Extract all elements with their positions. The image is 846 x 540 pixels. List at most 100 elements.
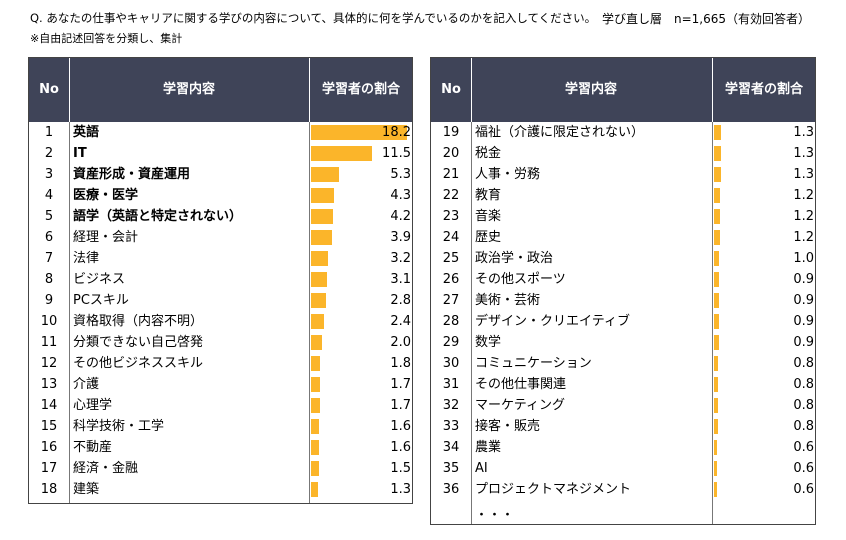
- row-number: 19: [442, 125, 460, 140]
- ratio-bar: [714, 293, 719, 308]
- header-content: 学習内容: [162, 82, 215, 97]
- ratio-bar: [311, 272, 328, 287]
- ratio-value: 1.3: [390, 482, 411, 497]
- row-label: 音楽: [475, 209, 502, 224]
- ratio-value: 3.1: [390, 272, 411, 287]
- row-number: 27: [442, 293, 460, 308]
- table-row: 7 法律 3.2: [29, 248, 412, 269]
- ratio-value: 1.7: [390, 377, 411, 392]
- ellipsis: ・・・: [475, 508, 515, 523]
- table-row: 3 資産形成・資産運用 5.3: [29, 164, 412, 185]
- header-content: 学習内容: [564, 82, 617, 97]
- table-row: 18 建築 1.3: [29, 479, 412, 500]
- ratio-bar: [714, 440, 718, 455]
- table-row: 5 語学（英語と特定されない） 4.2: [29, 206, 412, 227]
- ratio-bar: [311, 251, 328, 266]
- row-label: 人事・労務: [475, 167, 541, 182]
- ratio-value: 0.9: [793, 293, 814, 308]
- row-number: 7: [44, 251, 54, 266]
- row-label: ビジネス: [73, 272, 126, 287]
- sample-info: 学び直し層 n=1,665（有効回答者）: [601, 12, 810, 26]
- row-label: 法律: [73, 251, 100, 266]
- row-label: 建築: [73, 482, 100, 497]
- table-body: ・・・ 19 福祉（介護に限定されない） 1.3 20 税金 1.3 21 人事・労務 1.3 2…: [431, 122, 815, 524]
- table-row: 32 マーケティング 0.8: [431, 395, 815, 416]
- row-number: 22: [442, 188, 460, 203]
- row-label: 農業: [475, 440, 502, 455]
- table-row: 8 ビジネス 3.1: [29, 269, 412, 290]
- row-label: プロジェクトマネジメント: [475, 482, 632, 497]
- ratio-bar: [311, 440, 320, 455]
- row-label: 分類できない自己啓発: [73, 335, 204, 350]
- ratio-bar: [714, 272, 719, 287]
- row-number: 33: [442, 419, 460, 434]
- ratio-bar: [714, 335, 719, 350]
- ratio-value: 4.3: [390, 188, 411, 203]
- row-label: 数学: [475, 335, 502, 350]
- ratio-value: 0.9: [793, 335, 814, 350]
- row-label: 政治学・政治: [475, 251, 554, 266]
- row-number: 36: [442, 482, 460, 497]
- row-number: 34: [442, 440, 460, 455]
- row-label: IT: [73, 146, 87, 161]
- ratio-bar: [714, 146, 721, 161]
- row-label: 医療・医学: [73, 188, 139, 203]
- question-text: Q. あなたの仕事やキャリアに関する学びの内容について、具体的に何を学んでいるの…: [30, 11, 597, 25]
- ratio-value: 0.8: [793, 356, 814, 371]
- row-number: 25: [442, 251, 460, 266]
- ratio-value: 1.8: [390, 356, 411, 371]
- table-row: 11 分類できない自己啓発 2.0: [29, 332, 412, 353]
- row-label: 不動産: [73, 440, 113, 455]
- ratio-value: 0.6: [793, 482, 814, 497]
- row-label: 税金: [475, 146, 502, 161]
- row-label: 美術・芸術: [475, 293, 541, 308]
- table-right: No 学習内容 学習者の割合 ・・・ 19 福祉（介護に限定されない） 1.3 20 税…: [430, 57, 816, 525]
- header-no: No: [39, 82, 59, 97]
- row-number: 18: [40, 482, 58, 497]
- ratio-value: 3.2: [390, 251, 411, 266]
- ratio-bar: [714, 188, 721, 203]
- table-row: 15 科学技術・工学 1.6: [29, 416, 412, 437]
- table-header: No 学習内容 学習者の割合: [431, 58, 815, 122]
- row-label: コミュニケーション: [475, 356, 592, 371]
- row-number: 20: [442, 146, 460, 161]
- ratio-value: 18.2: [382, 125, 411, 140]
- row-label: その他スポーツ: [475, 272, 566, 287]
- table-row: 23 音楽 1.2: [431, 206, 815, 227]
- header-ratio: 学習者の割合: [724, 82, 803, 97]
- row-label: AI: [475, 461, 488, 476]
- ratio-bar: [714, 251, 720, 266]
- row-number: 5: [44, 209, 54, 224]
- row-number: 6: [44, 230, 54, 245]
- row-number: 15: [40, 419, 58, 434]
- row-label: 経済・金融: [73, 461, 139, 476]
- ratio-value: 1.3: [793, 125, 814, 140]
- ratio-bar: [311, 167, 339, 182]
- row-label: 資格取得（内容不明）: [73, 314, 204, 329]
- row-number: 21: [442, 167, 460, 182]
- ratio-bar: [714, 356, 719, 371]
- row-label: その他ビジネススキル: [73, 356, 204, 371]
- ratio-value: 1.6: [390, 419, 411, 434]
- row-number: 30: [442, 356, 460, 371]
- ratio-value: 0.6: [793, 461, 814, 476]
- row-label: 歴史: [475, 230, 502, 245]
- row-number: 35: [442, 461, 460, 476]
- row-number: 9: [44, 293, 54, 308]
- row-label: 語学（英語と特定されない）: [73, 209, 243, 224]
- table-row: 34 農業 0.6: [431, 437, 815, 458]
- ratio-value: 1.2: [793, 230, 814, 245]
- table-row: 31 その他仕事関連 0.8: [431, 374, 815, 395]
- ratio-value: 1.5: [390, 461, 411, 476]
- ratio-bar: [311, 293, 326, 308]
- row-number: 24: [442, 230, 460, 245]
- ratio-bar: [311, 377, 320, 392]
- ratio-bar: [311, 461, 319, 476]
- row-label: マーケティング: [475, 398, 565, 413]
- ratio-value: 1.2: [793, 209, 814, 224]
- ratio-value: 4.2: [390, 209, 411, 224]
- ratio-value: 1.7: [390, 398, 411, 413]
- table-left: No 学習内容 学習者の割合 1 英語 18.2 2 IT 11.5 3 資産形成・資産運用 5…: [28, 57, 413, 504]
- table-row: 25 政治学・政治 1.0: [431, 248, 815, 269]
- row-label: 資産形成・資産運用: [73, 167, 191, 182]
